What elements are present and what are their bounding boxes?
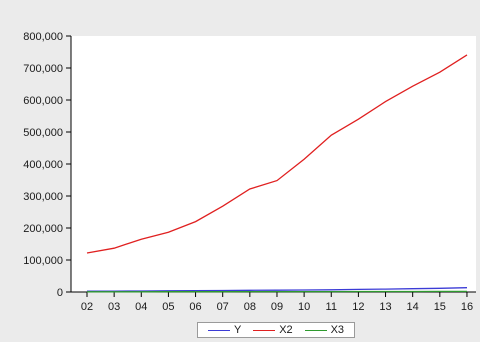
y-tick-label: 300,000	[23, 191, 63, 203]
y-tick-label: 0	[57, 287, 63, 299]
legend-label-x2: X2	[279, 324, 293, 336]
chart-legend: Y X2 X3	[197, 322, 355, 338]
y-tick-label: 500,000	[23, 127, 63, 139]
x-tick-label: 15	[434, 301, 446, 313]
x-tick-label: 16	[461, 301, 473, 313]
legend-item-y: Y	[207, 324, 242, 336]
x-tick-label: 12	[352, 301, 364, 313]
series-line-y	[86, 287, 468, 292]
legend-item-x3: X3	[304, 324, 345, 336]
x-tick-label: 14	[407, 301, 419, 313]
x-tick-label: 13	[379, 301, 391, 313]
x-tick-label: 11	[326, 301, 337, 313]
x-tick-label: 05	[162, 301, 174, 313]
y-tick-label: 600,000	[23, 95, 63, 107]
x-tick-label: 03	[108, 301, 120, 313]
legend-label-y: Y	[233, 324, 242, 336]
x-tick-label: 02	[81, 301, 93, 313]
legend-label-x3: X3	[330, 324, 345, 336]
x-tick-label: 07	[217, 301, 229, 313]
legend-swatch-x2	[253, 329, 276, 331]
x-tick-label: 08	[244, 301, 256, 313]
y-tick-label: 400,000	[23, 159, 63, 171]
line-chart: 0 100,000 200,000 300,000 400,000 500,000 600,…	[23, 31, 476, 313]
legend-swatch-y	[207, 329, 230, 331]
x-tick-label: 04	[135, 301, 147, 313]
y-tick-label: 800,000	[23, 31, 63, 43]
x-tick-label: 09	[271, 301, 283, 313]
x-tick-label: 10	[298, 301, 310, 313]
x-tick-label: 06	[189, 301, 201, 313]
plot-area	[71, 36, 476, 292]
legend-swatch-x3	[304, 329, 327, 331]
y-tick-label: 700,000	[23, 63, 63, 75]
legend-item-x2: X2	[253, 324, 293, 336]
series-line-x2	[86, 54, 468, 254]
y-tick-label: 100,000	[23, 255, 63, 267]
y-tick-label: 200,000	[23, 223, 63, 235]
